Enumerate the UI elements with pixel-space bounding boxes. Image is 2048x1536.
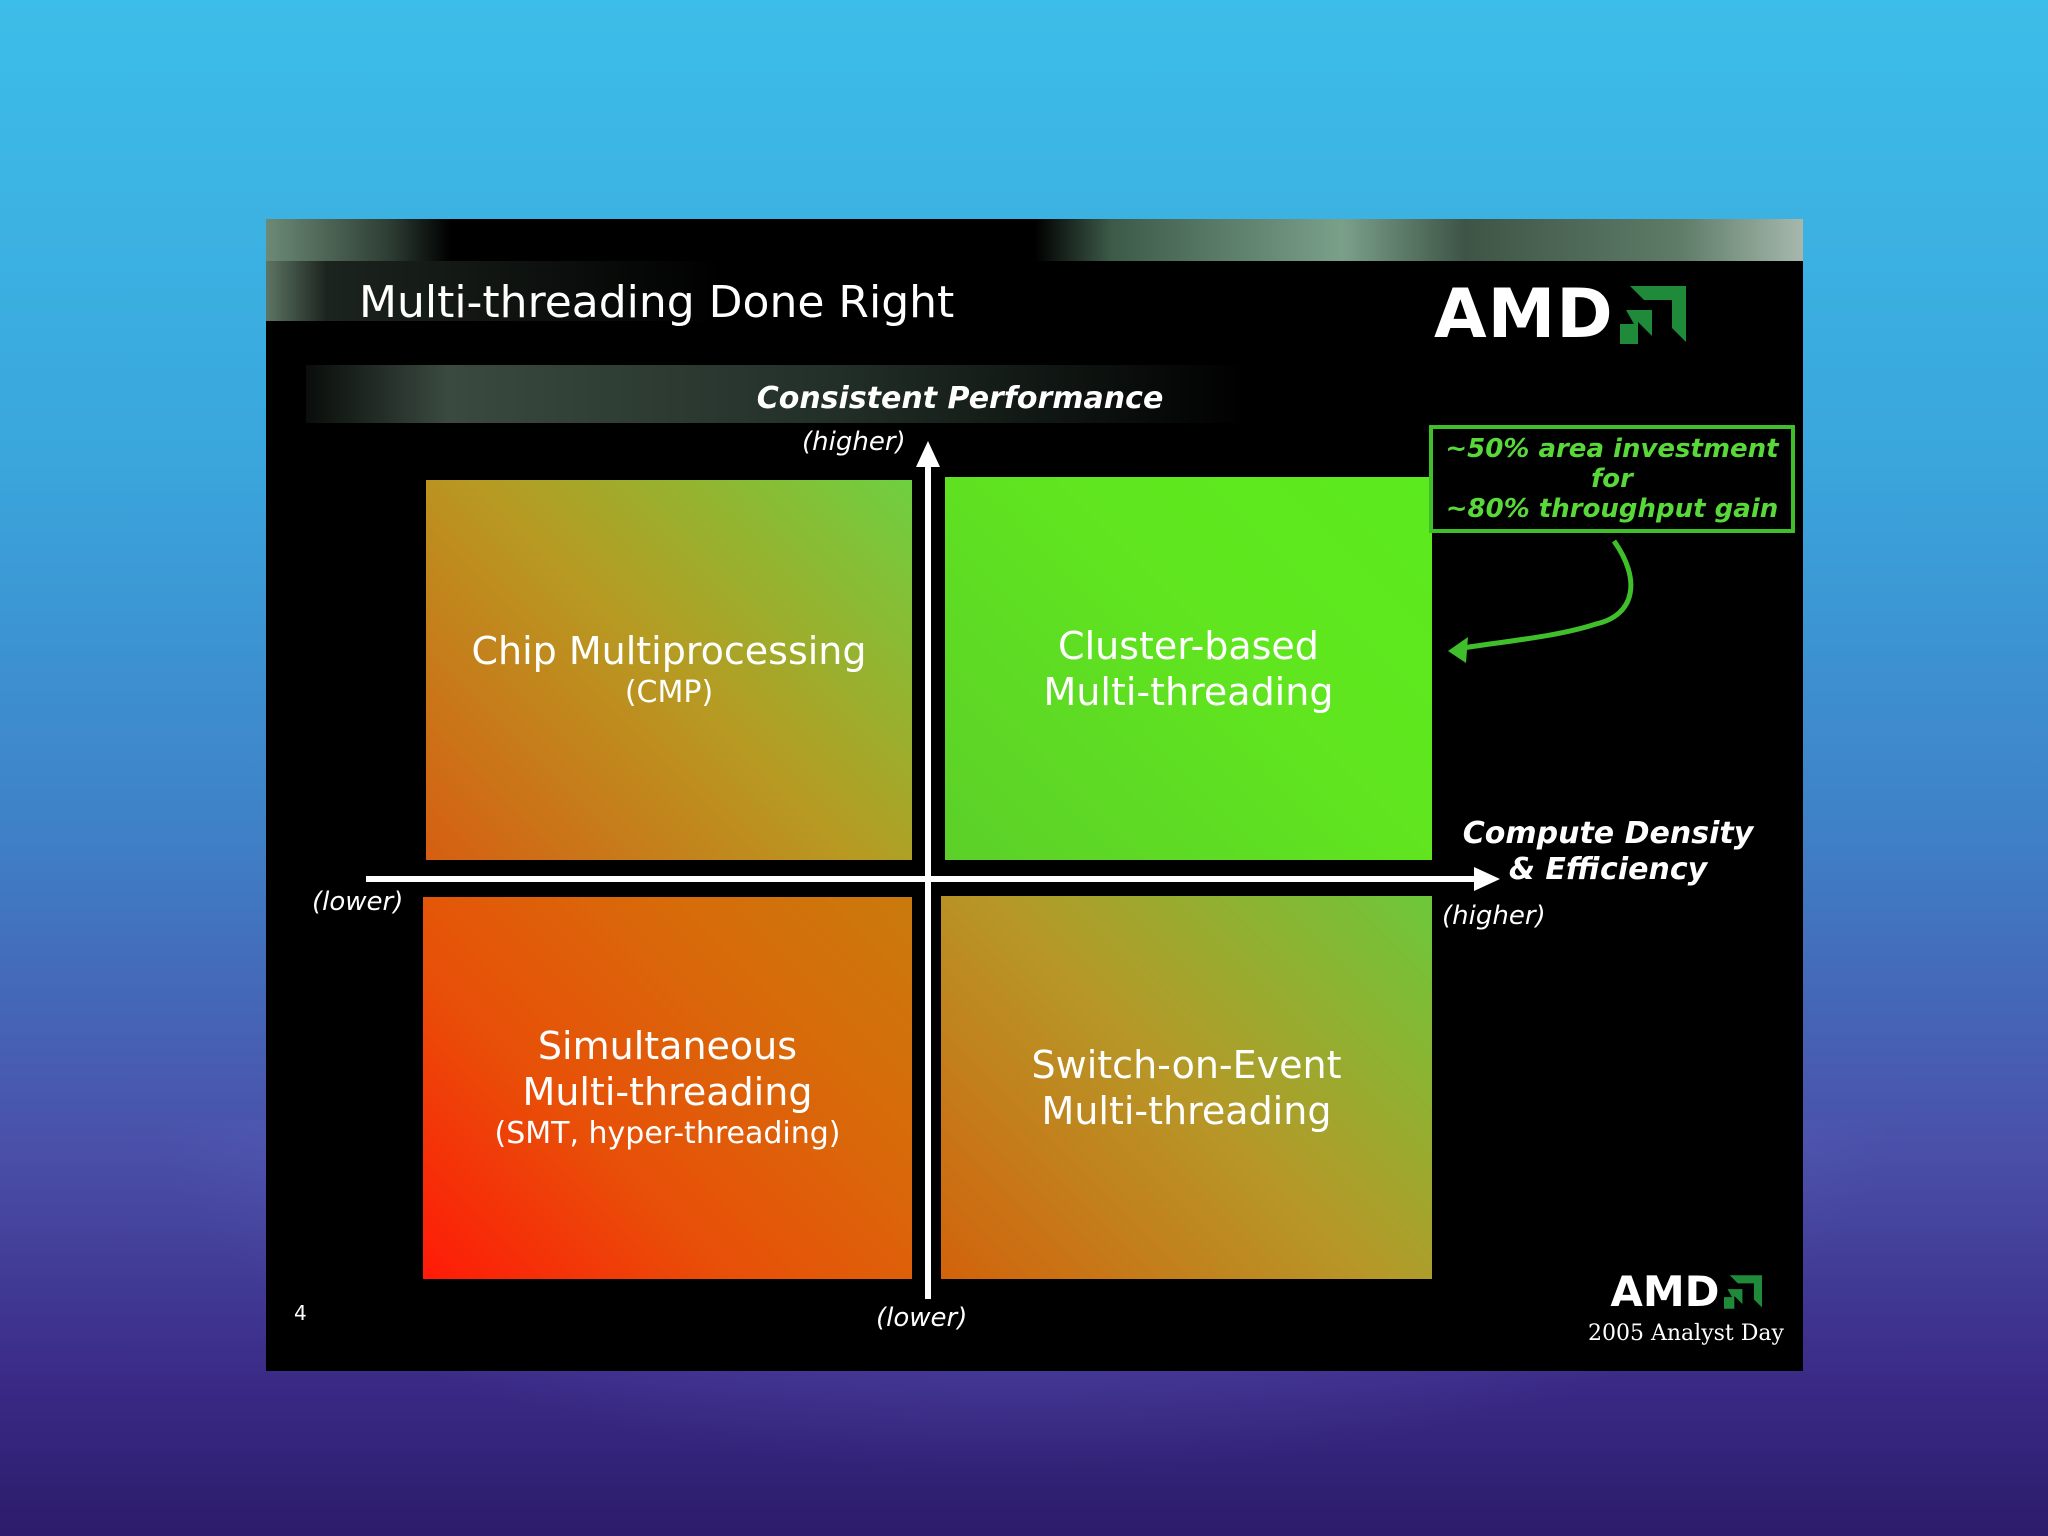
y-axis-high-label: (higher) xyxy=(802,427,906,457)
amd-logo-text: AMD xyxy=(1434,275,1614,354)
quadrant-subtitle: (CMP) xyxy=(624,675,714,710)
callout-line-1: ~50% area investment xyxy=(1445,434,1779,464)
x-axis-low-label: (lower) xyxy=(312,887,404,917)
diagram-axes-overlay xyxy=(366,441,1634,1299)
quadrant-subtitle: (SMT, hyper-threading) xyxy=(494,1116,841,1151)
footer-brand-text: AMD xyxy=(1610,1267,1720,1316)
footer-event-text: 2005 Analyst Day xyxy=(1588,1321,1784,1346)
quadrant-title: Cluster-based Multi-threading xyxy=(1043,623,1334,714)
quadrant-chip-multiprocessing: Chip Multiprocessing (CMP) xyxy=(426,480,912,860)
x-axis-title-line-2: & Efficiency xyxy=(1508,852,1708,887)
amd-logo: AMD xyxy=(1434,281,1686,349)
quadrant-cluster-based-multithreading: Cluster-based Multi-threading xyxy=(945,477,1432,860)
y-axis-low-label: (lower) xyxy=(876,1303,968,1333)
callout-box: ~50% area investment for ~80% throughput… xyxy=(1429,425,1795,533)
amd-arrow-logo-icon xyxy=(1619,286,1686,344)
quadrant-title: Switch-on-Event Multi-threading xyxy=(1031,1042,1342,1133)
x-axis-title-line-1: Compute Density xyxy=(1462,816,1754,851)
quadrant-simultaneous-multithreading: Simultaneous Multi-threading (SMT, hyper… xyxy=(423,897,912,1279)
quadrant-title: Simultaneous Multi-threading xyxy=(522,1024,813,1114)
callout-arrowhead xyxy=(1448,637,1468,663)
x-axis-high-label: (higher) xyxy=(1442,901,1546,931)
callout-line-3: ~80% throughput gain xyxy=(1445,494,1779,524)
x-axis-arrowhead xyxy=(1474,867,1500,891)
callout-line-2: for xyxy=(1591,464,1633,494)
quadrant-switch-on-event-multithreading: Switch-on-Event Multi-threading xyxy=(941,896,1432,1279)
amd-arrow-logo-icon xyxy=(1723,1275,1762,1309)
top-decorative-strip xyxy=(266,219,1803,261)
y-axis-title: Consistent Performance xyxy=(756,381,1164,416)
footer-logo: AMD 2005 Analyst Day xyxy=(1588,1267,1784,1347)
subtitle-band xyxy=(306,365,1246,423)
title-band xyxy=(266,261,1026,321)
slide-title: Multi-threading Done Right xyxy=(359,277,955,328)
callout-connector xyxy=(1455,539,1634,652)
slide: Multi-threading Done Right AMD Consisten… xyxy=(266,219,1803,1371)
y-axis-arrowhead xyxy=(916,441,940,467)
x-axis-title: Compute Density & Efficiency xyxy=(1458,816,1758,888)
page-number: 4 xyxy=(294,1301,307,1325)
quadrant-title: Chip Multiprocessing xyxy=(471,629,867,673)
